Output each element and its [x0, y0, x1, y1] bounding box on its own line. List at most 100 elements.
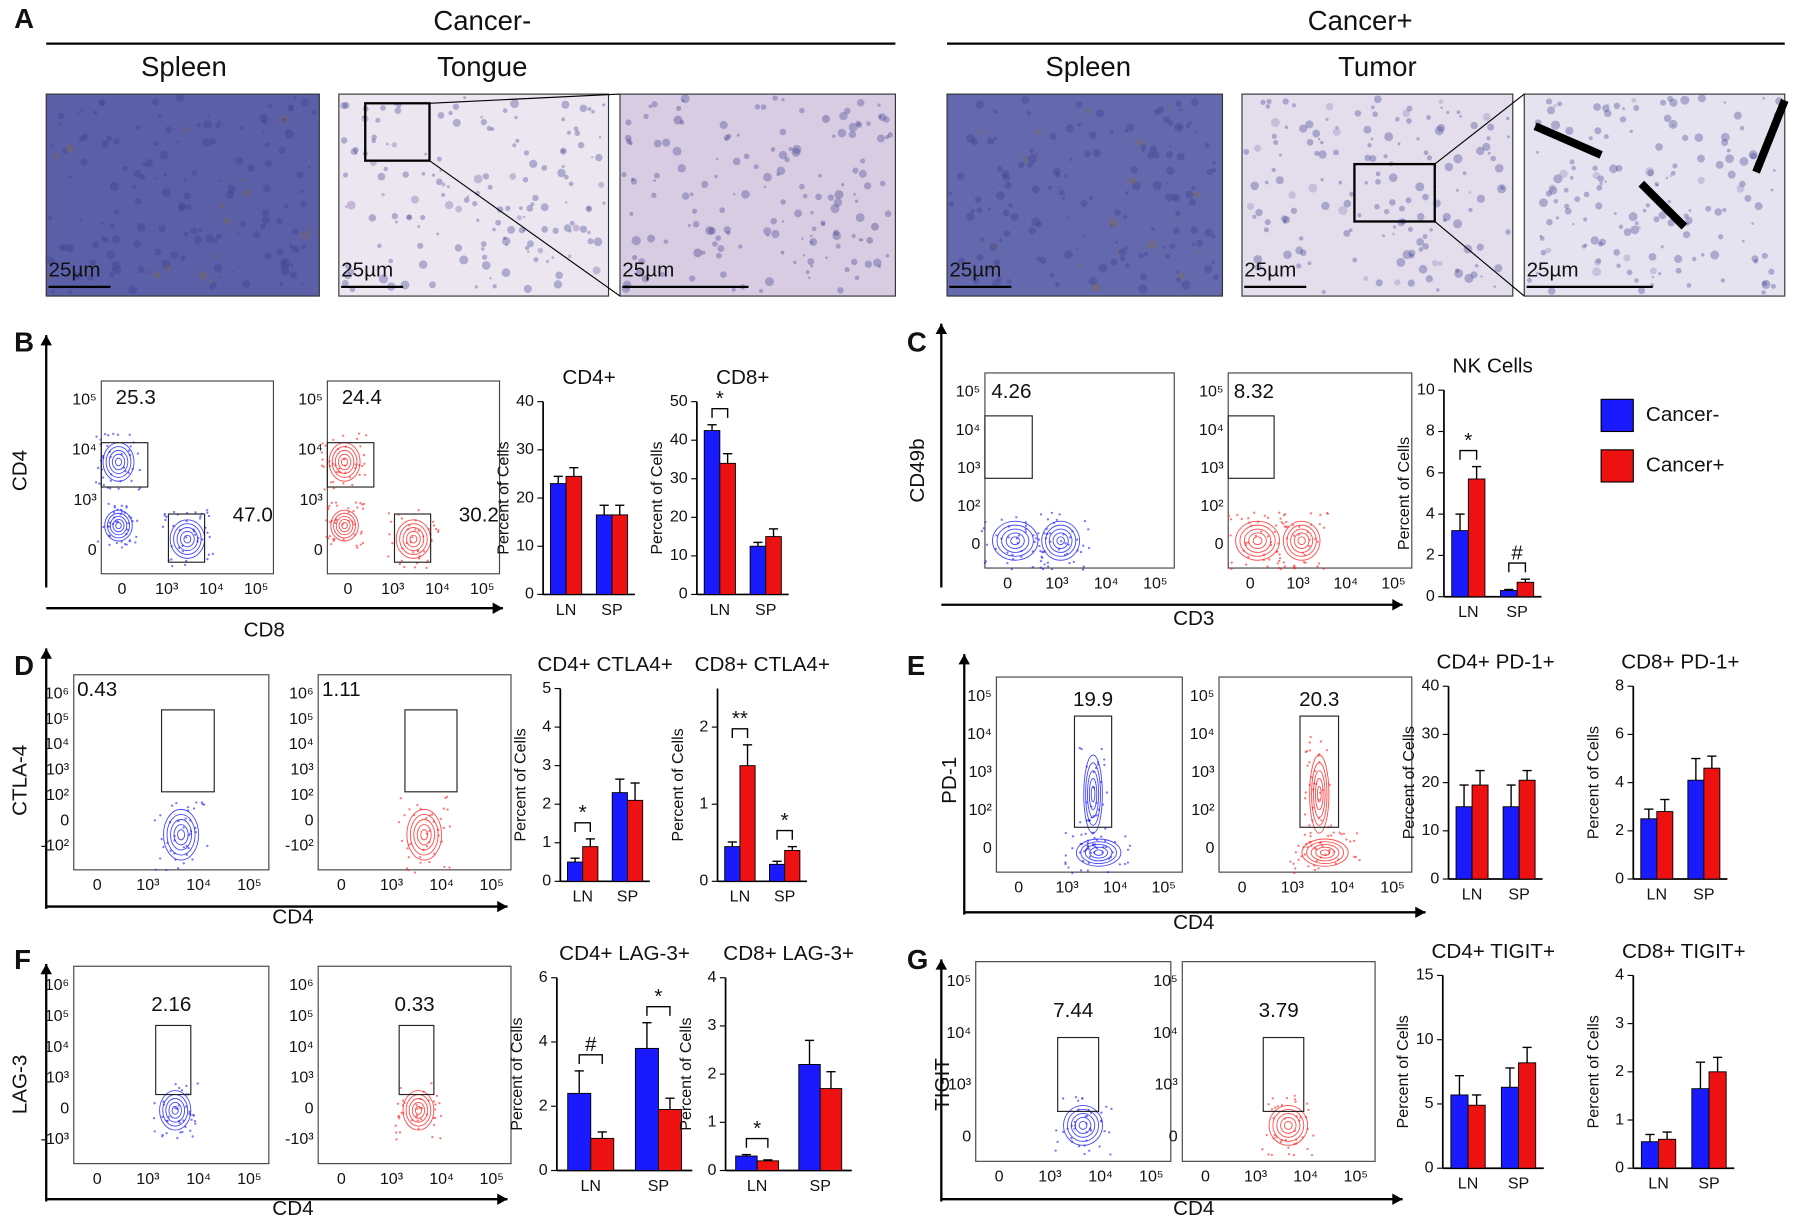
cell: [1594, 258, 1601, 266]
cell: [885, 253, 890, 258]
flow-frame: [73, 965, 270, 1165]
cell: [378, 274, 389, 284]
y-tick-label: 10⁴: [1190, 725, 1215, 743]
x-axis-label: CD8: [244, 619, 285, 642]
gate: [1073, 715, 1113, 828]
event-dot: [98, 482, 101, 485]
y-tick-label: 10²: [957, 497, 981, 515]
cell: [1163, 246, 1166, 249]
cell: [1615, 164, 1623, 172]
cell: [1431, 260, 1439, 267]
y-tick-label: 0: [971, 535, 980, 553]
cell: [1770, 188, 1774, 192]
event-dot: [1266, 535, 1270, 538]
event-dot: [1309, 841, 1312, 844]
cell: [215, 122, 221, 129]
cell: [878, 113, 887, 122]
cell: [530, 202, 535, 207]
event-dot: [1244, 541, 1248, 545]
cell: [386, 142, 389, 146]
cell: [106, 250, 116, 260]
event-dot: [387, 512, 390, 515]
cell: [1141, 149, 1145, 153]
event-dot: [107, 434, 110, 437]
cell: [1493, 285, 1496, 288]
cell: [1282, 220, 1287, 224]
zoom-box: [364, 102, 431, 162]
event-dot: [152, 1117, 156, 1120]
y-tick-label: 10⁴: [956, 421, 981, 439]
event-dot: [1310, 1154, 1314, 1157]
event-dot: [174, 1082, 177, 1086]
event-dot: [398, 562, 402, 566]
cell: [1088, 276, 1098, 286]
y-tick-label: 10³: [1155, 1076, 1179, 1094]
cell: [1434, 126, 1444, 136]
cell: [1213, 274, 1219, 281]
event-dot: [342, 538, 345, 541]
cell: [799, 107, 805, 114]
contour: [1293, 532, 1310, 549]
cell: [1726, 148, 1731, 153]
cell: [1320, 140, 1324, 145]
bar: [1451, 530, 1469, 598]
cell: [681, 192, 690, 200]
event-dot: [128, 433, 131, 436]
cell: [989, 242, 998, 251]
cell: [1138, 253, 1145, 259]
cell: [507, 225, 516, 234]
cell: [1772, 169, 1776, 172]
cell: [1110, 258, 1118, 266]
cell: [1697, 154, 1705, 163]
event-dot: [109, 487, 112, 490]
event-dot: [206, 509, 209, 512]
x-tick-label: 10³: [1055, 878, 1079, 896]
y-tick-label: 0: [1430, 869, 1439, 887]
event-dot: [1017, 534, 1021, 537]
cell: [529, 159, 538, 168]
cell: [1125, 191, 1129, 195]
event-dot: [1318, 841, 1322, 845]
cell: [261, 215, 270, 224]
cell: [1599, 182, 1603, 186]
bar: [739, 765, 756, 882]
contour: [1084, 843, 1113, 862]
contour: [180, 530, 195, 548]
scale-bar-label: 25µm: [622, 258, 674, 281]
cell: [431, 173, 436, 177]
cell: [1354, 110, 1362, 117]
bar: [1471, 784, 1489, 880]
y-tick-label: -10³: [41, 1130, 70, 1148]
cell: [1166, 181, 1169, 185]
event-dot: [1280, 1104, 1284, 1107]
event-dot: [1247, 555, 1250, 558]
event-dot: [1087, 546, 1091, 550]
event-dot: [442, 807, 445, 810]
cell: [1003, 230, 1011, 237]
bar: [1450, 1094, 1469, 1169]
x-tick-label: 10³: [155, 580, 179, 598]
significance-mark: #: [1511, 541, 1523, 564]
cell: [1193, 191, 1200, 198]
event-dot: [334, 521, 337, 525]
cell: [446, 185, 450, 189]
event-dot: [103, 432, 107, 436]
contour: [1075, 838, 1122, 867]
event-dot: [1306, 1102, 1309, 1105]
cell: [1388, 173, 1398, 182]
cell: [231, 270, 235, 274]
cell: [1010, 213, 1019, 222]
y-tick-label: 0: [1205, 839, 1214, 857]
contour: [402, 527, 425, 552]
bar: [1640, 818, 1658, 880]
cell: [1603, 134, 1609, 140]
y-tick-label: 10³: [969, 763, 993, 781]
cell: [996, 166, 1003, 172]
cell: [792, 145, 802, 155]
event-dot: [1011, 553, 1014, 556]
event-dot: [181, 550, 185, 553]
event-dot: [321, 442, 324, 445]
x-tick-label: 10⁵: [1143, 574, 1168, 592]
y-tick-label: 10⁵: [1199, 383, 1224, 401]
cell: [1194, 130, 1197, 133]
